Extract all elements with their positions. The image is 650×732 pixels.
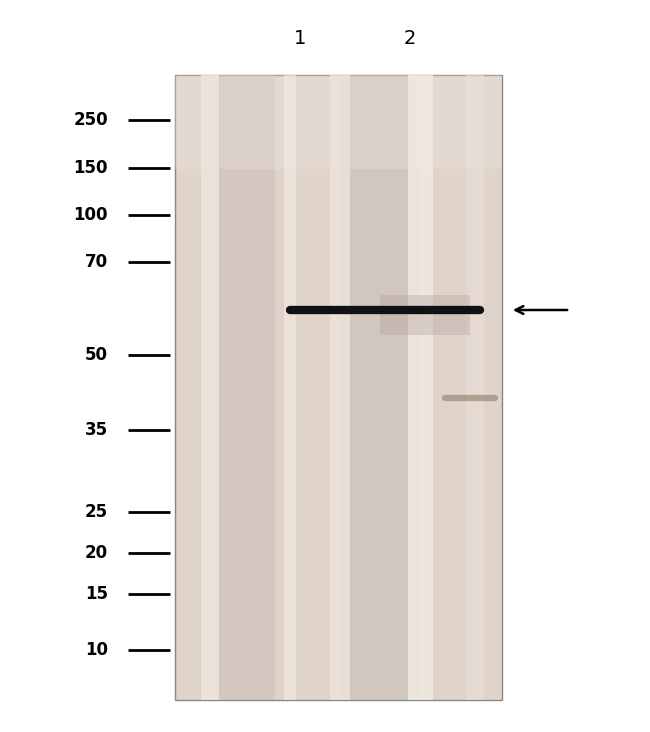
Text: 25: 25	[85, 503, 108, 521]
Text: 15: 15	[85, 585, 108, 603]
Bar	[201, 75, 219, 700]
Bar	[466, 75, 484, 700]
Bar	[340, 75, 420, 700]
Bar	[175, 75, 502, 169]
Bar	[175, 75, 502, 700]
Text: 1: 1	[294, 29, 306, 48]
Text: 20: 20	[85, 544, 108, 562]
Text: 150: 150	[73, 159, 108, 177]
Text: 50: 50	[85, 346, 108, 364]
Text: 70: 70	[85, 253, 108, 271]
Text: 100: 100	[73, 206, 108, 224]
Text: 250: 250	[73, 111, 108, 129]
Bar	[408, 75, 433, 700]
Bar	[330, 75, 350, 700]
Bar	[380, 295, 470, 335]
Text: 2: 2	[404, 29, 416, 48]
Bar	[215, 75, 275, 700]
Bar	[284, 75, 296, 700]
Text: 35: 35	[85, 421, 108, 439]
Text: 10: 10	[85, 641, 108, 659]
